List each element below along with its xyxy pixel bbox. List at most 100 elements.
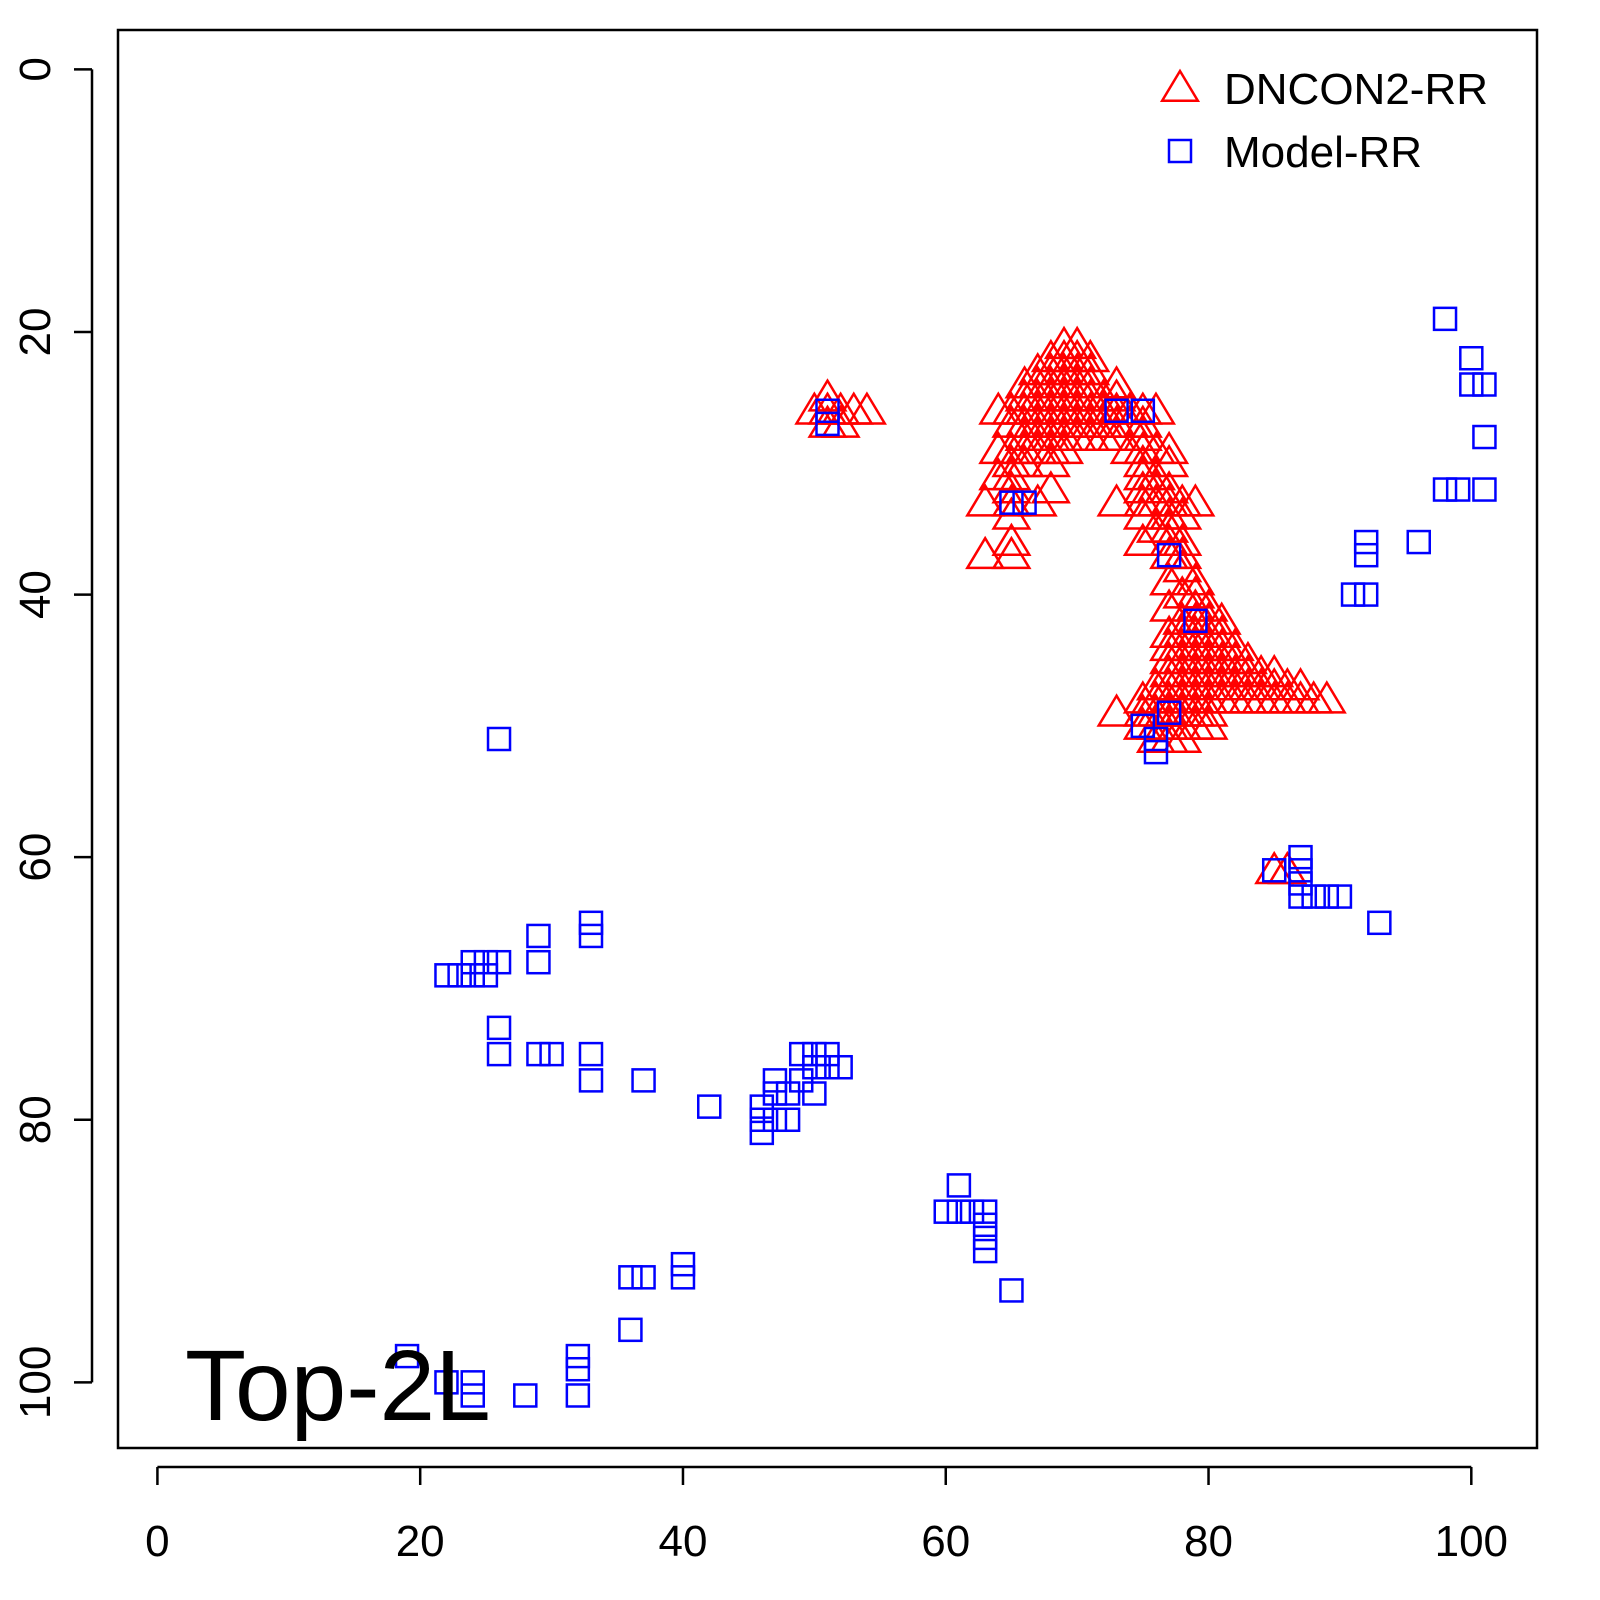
triangle-point (1149, 470, 1190, 504)
square-point (762, 1068, 788, 1093)
square-point (1261, 858, 1287, 883)
square-point (1156, 542, 1182, 568)
triangle-point (1254, 850, 1295, 885)
triangle-point (1096, 365, 1137, 399)
triangle-point (1070, 365, 1111, 399)
x-tick-label: 80 (1184, 1517, 1233, 1566)
x-tick-label: 40 (658, 1517, 707, 1566)
square-point (434, 963, 459, 988)
x-tick-label: 0 (145, 1517, 169, 1566)
square-point (815, 411, 840, 437)
triangle-point (1175, 562, 1216, 596)
triangle-point (991, 535, 1032, 570)
square-point (1130, 398, 1156, 424)
triangle-point (1135, 456, 1177, 491)
square-point (460, 949, 485, 975)
triangle-point (1004, 443, 1045, 478)
triangle-point (1175, 575, 1216, 609)
square-point (578, 910, 604, 936)
square-point (1314, 884, 1340, 909)
square-point (959, 1199, 985, 1224)
square-point (460, 963, 485, 988)
square-point (670, 1265, 696, 1290)
triangle-point (965, 483, 1006, 517)
square-point (578, 1041, 604, 1067)
triangle-point (1201, 614, 1242, 648)
triangle-point (1096, 417, 1137, 452)
triangle-point (1057, 325, 1098, 360)
square-point (526, 923, 551, 949)
square-point (815, 1054, 840, 1080)
square-point (447, 963, 472, 988)
square-point (1340, 582, 1366, 607)
square-point (473, 963, 499, 988)
square-point (670, 1251, 696, 1277)
y-tick-label: 60 (11, 833, 60, 882)
square-point (815, 398, 840, 424)
square-point (788, 1041, 814, 1067)
plot-frame (116, 28, 1539, 1450)
legend-label: Model-RR (1224, 128, 1422, 177)
triangle-point (1122, 496, 1163, 530)
square-point (434, 1370, 459, 1395)
triangle-point (1135, 391, 1177, 425)
square-point (946, 1199, 972, 1224)
triangle-point (1162, 719, 1203, 753)
marks (394, 306, 1497, 1408)
square-point (762, 1081, 788, 1106)
square-point (565, 1356, 591, 1382)
square-point (1288, 884, 1313, 909)
square-point (1353, 542, 1379, 568)
square-point (486, 1041, 512, 1067)
square-point (1472, 424, 1497, 450)
triangle-point (1096, 378, 1137, 412)
triangle-point (807, 378, 848, 412)
square-point (828, 1054, 853, 1080)
triangle-point (1149, 443, 1190, 478)
legend-marker (1159, 68, 1201, 102)
square-point (460, 1370, 485, 1395)
triangle-point (1175, 483, 1216, 517)
square-point (788, 1068, 814, 1093)
triangle-point (1201, 601, 1242, 635)
triangle-point (1162, 496, 1203, 530)
legend-marker (1167, 138, 1193, 164)
square-point (933, 1199, 958, 1224)
square-point (526, 949, 551, 975)
square-point (460, 1383, 485, 1408)
triangle-point (1149, 430, 1190, 465)
triangle-point (1070, 338, 1111, 373)
square-point (1143, 739, 1169, 765)
triangle-point (1017, 483, 1058, 517)
square-point (749, 1094, 775, 1119)
square-point (972, 1238, 998, 1264)
square-point (1459, 345, 1484, 371)
square-point (539, 1041, 564, 1067)
square-point (802, 1041, 827, 1067)
square-point (394, 1343, 420, 1369)
triangle-point (1188, 693, 1229, 727)
square-point (1432, 477, 1458, 502)
triangle-point (1280, 667, 1321, 701)
triangle-point (991, 483, 1032, 517)
y-tick-label: 40 (11, 570, 60, 619)
triangle-point (965, 535, 1006, 570)
triangle-point (1254, 653, 1295, 688)
square-point (618, 1265, 643, 1290)
square-point (775, 1107, 801, 1133)
triangle-point (1188, 588, 1229, 622)
square-point (618, 1317, 643, 1343)
square-point (946, 1173, 972, 1198)
square-point (802, 1054, 827, 1080)
triangle-point (991, 522, 1032, 557)
annotation: Top-2L (185, 1330, 491, 1442)
square-point (1104, 398, 1129, 424)
triangle-point (1070, 351, 1111, 386)
triangle-point (1096, 693, 1137, 727)
square-point (762, 1107, 788, 1133)
triangle-point (1149, 509, 1190, 543)
y-tick-label: 20 (11, 308, 60, 357)
triangle-point (1214, 627, 1255, 662)
